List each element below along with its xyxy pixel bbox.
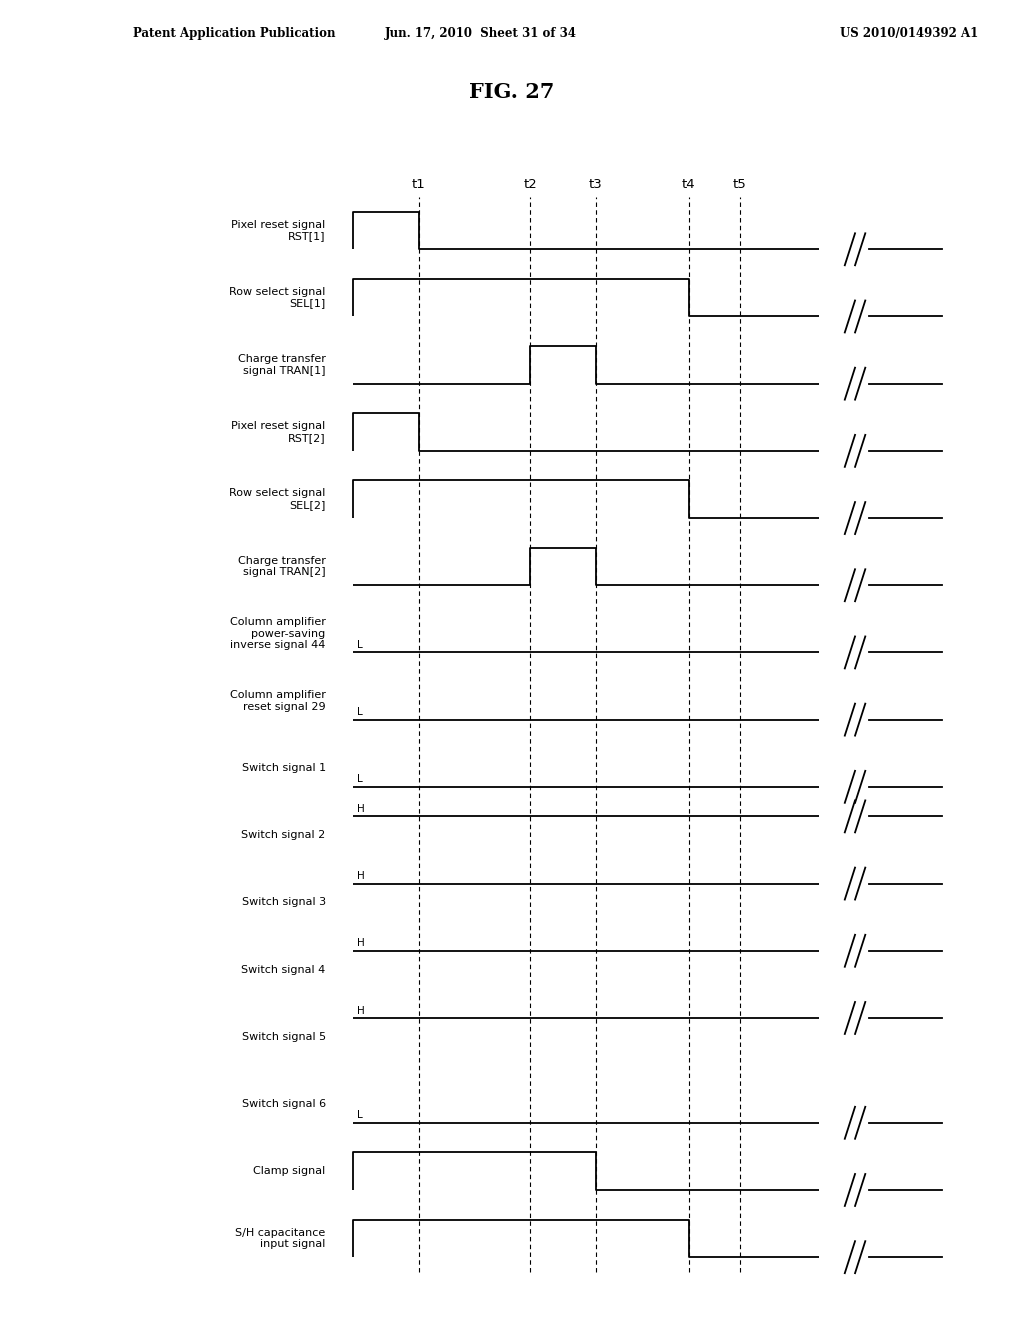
Text: Pixel reset signal
RST[1]: Pixel reset signal RST[1]: [231, 219, 326, 242]
Text: L: L: [357, 708, 364, 717]
Text: FIG. 27: FIG. 27: [469, 82, 555, 103]
Text: H: H: [357, 871, 366, 882]
Text: Switch signal 5: Switch signal 5: [242, 1032, 326, 1041]
Text: Pixel reset signal
RST[2]: Pixel reset signal RST[2]: [231, 421, 326, 442]
Text: H: H: [357, 939, 366, 948]
Text: Row select signal
SEL[1]: Row select signal SEL[1]: [229, 286, 326, 309]
Text: L: L: [357, 640, 364, 649]
Text: S/H capacitance
input signal: S/H capacitance input signal: [236, 1228, 326, 1249]
Text: Charge transfer
signal TRAN[1]: Charge transfer signal TRAN[1]: [238, 354, 326, 376]
Text: H: H: [357, 1006, 366, 1015]
Text: US 2010/0149392 A1: US 2010/0149392 A1: [840, 26, 978, 40]
Text: t2: t2: [523, 178, 538, 191]
Text: Column amplifier
power-saving
inverse signal 44: Column amplifier power-saving inverse si…: [229, 616, 326, 651]
Text: Clamp signal: Clamp signal: [253, 1166, 326, 1176]
Text: Switch signal 3: Switch signal 3: [242, 898, 326, 907]
Text: t3: t3: [589, 178, 602, 191]
Text: L: L: [357, 1110, 364, 1121]
Text: H: H: [357, 804, 366, 814]
Text: Jun. 17, 2010  Sheet 31 of 34: Jun. 17, 2010 Sheet 31 of 34: [385, 26, 578, 40]
Text: Patent Application Publication: Patent Application Publication: [133, 26, 336, 40]
Text: L: L: [357, 775, 364, 784]
Text: Switch signal 2: Switch signal 2: [242, 830, 326, 841]
Text: Switch signal 4: Switch signal 4: [242, 965, 326, 974]
Text: Switch signal 1: Switch signal 1: [242, 763, 326, 774]
Text: t1: t1: [412, 178, 425, 191]
Text: Switch signal 6: Switch signal 6: [242, 1100, 326, 1109]
Text: Charge transfer
signal TRAN[2]: Charge transfer signal TRAN[2]: [238, 556, 326, 577]
Text: t4: t4: [682, 178, 695, 191]
Text: t5: t5: [733, 178, 746, 191]
Text: Row select signal
SEL[2]: Row select signal SEL[2]: [229, 488, 326, 510]
Text: Column amplifier
reset signal 29: Column amplifier reset signal 29: [229, 690, 326, 711]
